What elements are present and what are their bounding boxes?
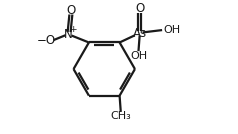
- Text: As: As: [133, 27, 147, 40]
- Text: OH: OH: [163, 25, 180, 35]
- Text: O: O: [135, 2, 144, 15]
- Text: CH₃: CH₃: [110, 111, 131, 121]
- Text: N: N: [64, 28, 73, 41]
- Text: OH: OH: [130, 51, 147, 61]
- Text: −O: −O: [37, 34, 56, 47]
- Text: +: +: [69, 25, 76, 34]
- Text: O: O: [67, 4, 76, 17]
